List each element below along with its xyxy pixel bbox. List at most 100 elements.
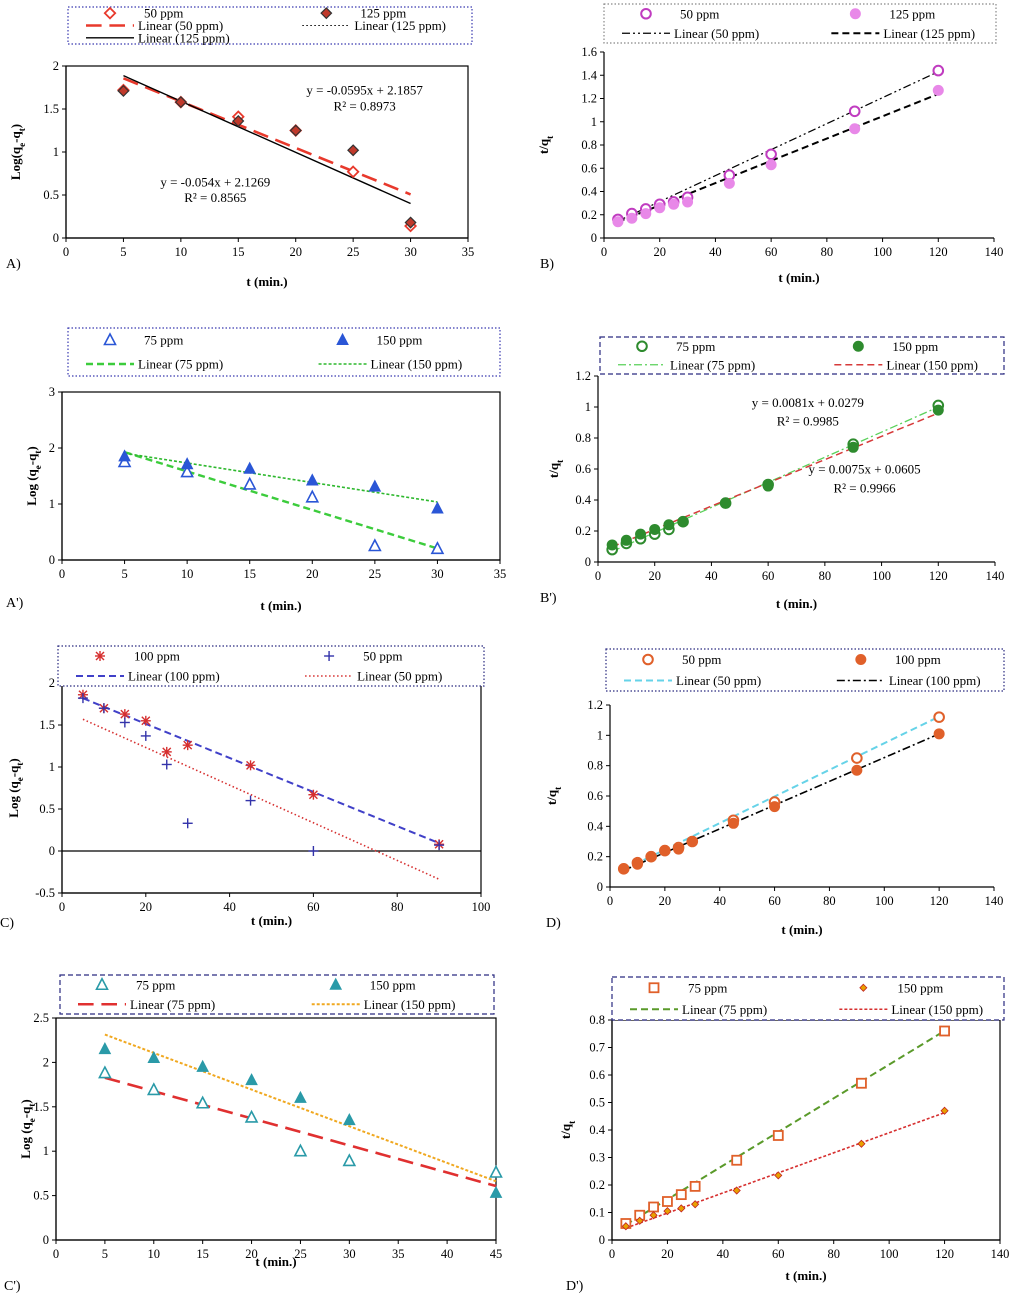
x-tick-label: 10 [181, 567, 194, 581]
data-point-s1 [673, 843, 685, 855]
legend-marker [636, 340, 648, 353]
data-point-s0 [772, 1130, 784, 1141]
chart-panel-a: 0 5 10 15 20 25 30 35 0 0.5 1 1.5 2 t (min.) Log(qe-qt… [6, 6, 474, 289]
data-point-s1 [305, 473, 319, 486]
legend-label: 75 ppm [144, 333, 183, 348]
data-point-s1 [368, 479, 382, 492]
x-tick-label: 80 [391, 900, 404, 914]
marker-stroke [246, 760, 256, 770]
y-tick-label: 0.4 [575, 493, 591, 507]
legend-marker [336, 332, 349, 345]
data-point-s1 [774, 1171, 783, 1180]
x-tick-label: 60 [765, 245, 778, 259]
x-tick-label: 100 [872, 569, 891, 583]
legend-marker [852, 340, 864, 352]
legend-label: Linear (150 ppm) [886, 357, 978, 372]
y-tick-label: 0 [585, 555, 591, 569]
x-tick-label: 60 [762, 569, 775, 583]
plot-frame [55, 1017, 497, 1241]
data-point-s1 [769, 801, 781, 813]
x-tick-label: 10 [175, 245, 188, 259]
x-tick-label: 15 [196, 1247, 209, 1261]
x-tick-label: 20 [306, 567, 319, 581]
data-point-s1 [691, 1200, 700, 1209]
y-tick-label: 1 [43, 1144, 49, 1158]
x-tick-label: 35 [392, 1247, 405, 1261]
x-tick-label: 25 [369, 567, 382, 581]
marker-stroke [120, 709, 130, 719]
data-point-s0 [489, 1164, 503, 1178]
data-point-s0 [939, 1025, 950, 1037]
legend-label: Linear (75 ppm) [682, 1002, 767, 1017]
x-tick-label: 5 [121, 567, 127, 581]
data-point-s0 [856, 1077, 867, 1089]
x-tick-label: 10 [148, 1247, 161, 1261]
data-point-s1 [118, 449, 131, 462]
y-tick-label: 0.6 [589, 1068, 605, 1082]
data-point-s1 [732, 1186, 741, 1195]
equation-annotation: R² = 0.8565 [184, 190, 246, 205]
y-tick-label: 1 [53, 145, 59, 159]
legend-label: 50 ppm [682, 652, 721, 667]
data-point-s0 [293, 1143, 308, 1157]
legend-label: Linear (125 ppm) [883, 26, 975, 41]
data-point-s0 [182, 740, 193, 751]
legend-label: 125 ppm [360, 6, 406, 21]
legend-box [611, 976, 1005, 1021]
y-tick-label: 1.6 [581, 45, 597, 59]
y-tick-label: 0.4 [589, 1123, 605, 1137]
legend-marker [95, 651, 105, 661]
legend-marker [320, 7, 333, 20]
equation-annotation: y = 0.0075x + 0.0605 [808, 462, 920, 477]
data-point-s0 [731, 1154, 743, 1166]
legend-box [67, 6, 473, 45]
data-point-s1 [677, 516, 689, 528]
legend-box [603, 3, 997, 44]
y-tick-label: 0.5 [43, 188, 59, 202]
data-point-s1 [635, 1216, 644, 1225]
y-tick-label: 0 [591, 231, 597, 245]
legend-marker [642, 653, 654, 666]
data-point-s1 [932, 404, 944, 416]
legend-label: 50 ppm [680, 6, 719, 21]
data-point-s1 [612, 216, 624, 228]
data-point-s1 [180, 457, 194, 470]
x-tick-label: 5 [102, 1247, 108, 1261]
legend: 100 ppm 50 ppm Linear (100 ppm) Linear (50 … [57, 645, 485, 687]
x-axis-label: t (min.) [778, 270, 819, 285]
x-tick-label: 80 [819, 569, 832, 583]
legend-box [67, 327, 501, 377]
legend: 75 ppm 150 ppm Linear (75 ppm) Linear (150 … [611, 976, 1005, 1021]
data-point-s1 [431, 501, 444, 514]
data-point-s1 [232, 114, 245, 128]
x-tick-label: 45 [490, 1247, 503, 1261]
x-tick-label: 60 [772, 1247, 785, 1261]
legend-label: 75 ppm [136, 977, 175, 992]
trend-line-0 [82, 697, 440, 845]
data-point-s1 [663, 1207, 672, 1216]
data-point-s0 [648, 1201, 659, 1213]
x-tick-label: 120 [929, 569, 948, 583]
legend-label: 100 ppm [895, 652, 941, 667]
x-tick-label: 0 [595, 569, 601, 583]
y-axis-label: t/qt [544, 787, 563, 805]
y-tick-label: 0.2 [581, 208, 597, 222]
y-tick-label: 2 [43, 1055, 49, 1069]
data-point-s0 [346, 165, 360, 179]
data-point-s0 [851, 752, 863, 764]
x-tick-label: 40 [441, 1247, 454, 1261]
legend-label: 50 ppm [144, 6, 183, 21]
y-tick-label: 0.8 [581, 138, 597, 152]
y-tick-label: 2 [49, 441, 55, 455]
data-point-s1 [489, 1185, 503, 1198]
x-tick-label: 25 [347, 245, 360, 259]
data-point-s0 [245, 760, 256, 771]
y-tick-label: 0.6 [575, 462, 591, 476]
x-tick-label: 80 [823, 894, 836, 908]
chart-panel-c: 0 20 40 60 80 100 -0.5 0 0.5 1 1.5 2 t (min.) Log (qe… [0, 645, 490, 931]
data-point-s1 [645, 851, 657, 863]
legend-label: Linear (150 ppm) [371, 357, 463, 372]
legend-label: Linear (150 ppm) [891, 1002, 983, 1017]
plot-frame [61, 391, 501, 561]
data-point-s1 [98, 703, 109, 714]
